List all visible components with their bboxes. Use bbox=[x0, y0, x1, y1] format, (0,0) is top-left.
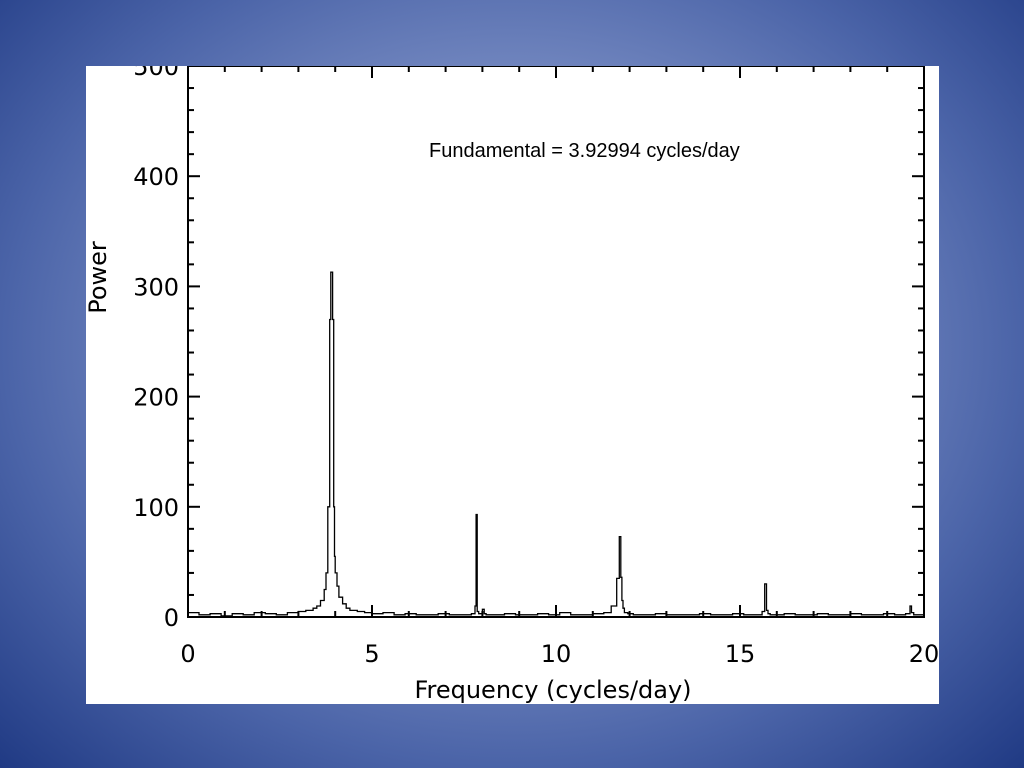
y-tick-label: 100 bbox=[133, 494, 179, 522]
x-tick-label: 15 bbox=[725, 640, 756, 668]
y-tick-label: 500 bbox=[133, 66, 179, 81]
y-tick-label: 300 bbox=[133, 273, 179, 301]
x-tick-label: 5 bbox=[364, 640, 379, 668]
slide-panel: 0 5 10 15 20 0 100 200 300 400 500 Fundamental = 3… bbox=[86, 66, 939, 704]
x-tick-label: 10 bbox=[541, 640, 572, 668]
y-axis-label: Power bbox=[86, 241, 112, 314]
x-tick-label: 20 bbox=[909, 640, 939, 668]
fundamental-annotation: Fundamental = 3.92994 cycles/day bbox=[429, 140, 740, 162]
x-axis-label: Frequency (cycles/day) bbox=[414, 676, 691, 704]
y-tick-label: 0 bbox=[164, 604, 179, 632]
plot-frame bbox=[187, 66, 925, 618]
y-tick-label: 200 bbox=[133, 384, 179, 412]
x-tick-label: 0 bbox=[180, 640, 195, 668]
y-tick-label: 400 bbox=[133, 163, 179, 191]
power-spectrum-line bbox=[188, 271, 924, 617]
